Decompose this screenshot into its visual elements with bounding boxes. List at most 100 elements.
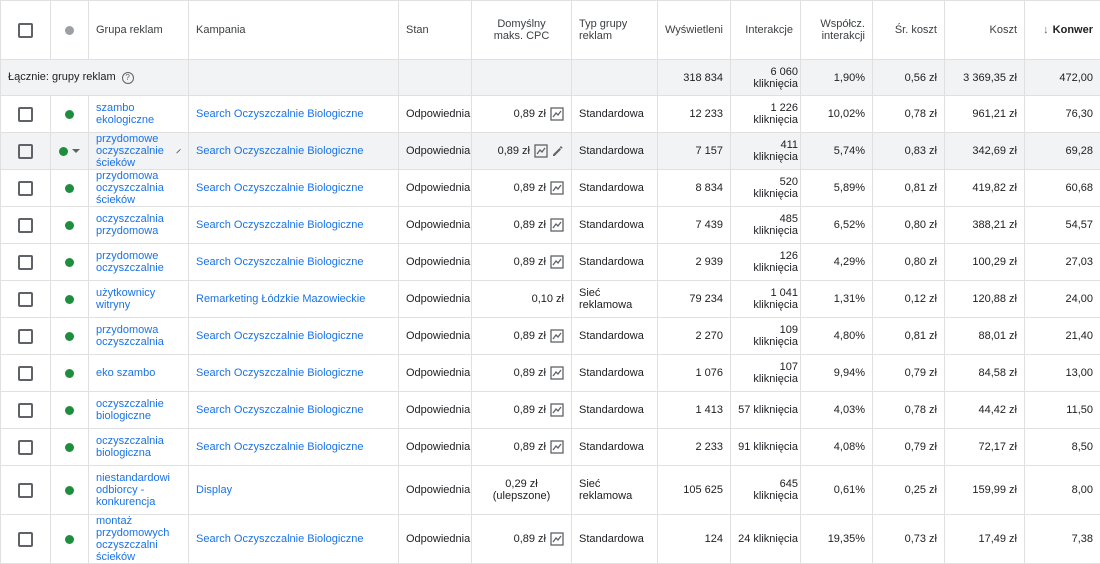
- status-enabled-icon[interactable]: [65, 295, 74, 304]
- bid-simulator-icon[interactable]: [550, 329, 564, 343]
- row-checkbox[interactable]: [18, 144, 33, 159]
- ad-group-link[interactable]: oczyszczalnie biologiczne: [96, 398, 181, 422]
- ad-group-link[interactable]: użytkownicy witryny: [96, 287, 181, 311]
- status-enabled-icon[interactable]: [65, 406, 74, 415]
- ad-group-link[interactable]: przydomowe oczyszczalnie: [96, 250, 181, 274]
- row-checkbox[interactable]: [18, 218, 33, 233]
- campaign-link[interactable]: Search Oczyszczalnie Biologiczne: [196, 219, 364, 231]
- row-checkbox[interactable]: [18, 403, 33, 418]
- row-select-cell[interactable]: [1, 96, 51, 133]
- status-enabled-icon[interactable]: [65, 221, 74, 230]
- col-conversions[interactable]: ↓Konwer: [1025, 1, 1100, 60]
- bid-simulator-icon[interactable]: [550, 218, 564, 232]
- row-select-cell[interactable]: [1, 170, 51, 207]
- campaign-link[interactable]: Search Oczyszczalnie Biologiczne: [196, 330, 364, 342]
- ad-group-link[interactable]: niestandardowi odbiorcy - konkurencja: [96, 472, 181, 508]
- status-enabled-icon[interactable]: [65, 486, 74, 495]
- row-select-cell[interactable]: [1, 392, 51, 429]
- status-enabled-icon[interactable]: [65, 332, 74, 341]
- col-campaign[interactable]: Kampania: [189, 1, 399, 60]
- max-cpc-cell[interactable]: 0,89 zł: [472, 207, 572, 244]
- max-cpc-cell[interactable]: 0,89 zł: [472, 133, 572, 170]
- row-status-cell[interactable]: [51, 515, 89, 564]
- row-select-cell[interactable]: [1, 244, 51, 281]
- status-enabled-icon[interactable]: [65, 184, 74, 193]
- status-enabled-icon[interactable]: [65, 110, 74, 119]
- row-status-cell[interactable]: [51, 96, 89, 133]
- table-row[interactable]: oczyszczalnie biologiczne Search Oczyszc…: [1, 392, 1100, 429]
- status-enabled-icon[interactable]: [65, 443, 74, 452]
- max-cpc-cell[interactable]: 0,89 zł: [472, 170, 572, 207]
- ad-group-link[interactable]: eko szambo: [96, 367, 155, 379]
- campaign-link[interactable]: Search Oczyszczalnie Biologiczne: [196, 441, 364, 453]
- row-status-cell[interactable]: [51, 281, 89, 318]
- row-checkbox[interactable]: [18, 532, 33, 547]
- row-checkbox[interactable]: [18, 181, 33, 196]
- campaign-link[interactable]: Display: [196, 484, 232, 496]
- campaign-link[interactable]: Search Oczyszczalnie Biologiczne: [196, 108, 364, 120]
- row-checkbox[interactable]: [18, 483, 33, 498]
- row-checkbox[interactable]: [18, 107, 33, 122]
- max-cpc-cell[interactable]: 0,89 zł: [472, 515, 572, 564]
- max-cpc-cell[interactable]: 0,29 zł (ulepszone): [472, 466, 572, 515]
- table-row[interactable]: niestandardowi odbiorcy - konkurencja Di…: [1, 466, 1100, 515]
- edit-pencil-icon[interactable]: [176, 145, 181, 157]
- col-impressions[interactable]: Wyświetleni: [658, 1, 731, 60]
- col-interaction-rate[interactable]: Współcz. interakcji: [801, 1, 873, 60]
- table-row[interactable]: eko szambo Search Oczyszczalnie Biologic…: [1, 355, 1100, 392]
- table-row[interactable]: przydomowe oczyszczalnie Search Oczyszcz…: [1, 244, 1100, 281]
- ad-group-link[interactable]: montaż przydomowych oczyszczalni ścieków: [96, 515, 181, 563]
- campaign-link[interactable]: Search Oczyszczalnie Biologiczne: [196, 256, 364, 268]
- row-status-cell[interactable]: [51, 429, 89, 466]
- bid-simulator-icon[interactable]: [550, 532, 564, 546]
- max-cpc-cell[interactable]: 0,89 zł: [472, 355, 572, 392]
- ad-group-link[interactable]: przydomowa oczyszczalnia ścieków: [96, 170, 181, 206]
- ad-group-link[interactable]: przydomowe oczyszczalnie ścieków: [96, 133, 176, 169]
- table-row[interactable]: oczyszczalnia biologiczna Search Oczyszc…: [1, 429, 1100, 466]
- row-status-cell[interactable]: [51, 318, 89, 355]
- max-cpc-cell[interactable]: 0,89 zł: [472, 429, 572, 466]
- select-all-checkbox[interactable]: [18, 23, 33, 38]
- max-cpc-cell[interactable]: 0,10 zł: [472, 281, 572, 318]
- row-status-cell[interactable]: [51, 133, 89, 170]
- row-checkbox[interactable]: [18, 255, 33, 270]
- row-status-cell[interactable]: [51, 392, 89, 429]
- row-select-cell[interactable]: [1, 515, 51, 564]
- bid-simulator-icon[interactable]: [550, 255, 564, 269]
- ad-group-link[interactable]: oczyszczalnia przydomowa: [96, 213, 181, 237]
- col-avg-cost[interactable]: Śr. koszt: [873, 1, 945, 60]
- table-row[interactable]: przydomowa oczyszczalnia ścieków Search …: [1, 170, 1100, 207]
- campaign-link[interactable]: Search Oczyszczalnie Biologiczne: [196, 367, 364, 379]
- ad-group-link[interactable]: oczyszczalnia biologiczna: [96, 435, 181, 459]
- table-row[interactable]: użytkownicy witryny Remarketing Łódzkie …: [1, 281, 1100, 318]
- col-status[interactable]: Stan: [399, 1, 472, 60]
- campaign-link[interactable]: Search Oczyszczalnie Biologiczne: [196, 404, 364, 416]
- row-status-cell[interactable]: [51, 170, 89, 207]
- bid-simulator-icon[interactable]: [550, 403, 564, 417]
- campaign-link[interactable]: Remarketing Łódzkie Mazowieckie: [196, 293, 365, 305]
- campaign-link[interactable]: Search Oczyszczalnie Biologiczne: [196, 533, 364, 545]
- chevron-down-icon[interactable]: [72, 149, 80, 153]
- select-all-cell[interactable]: [1, 1, 51, 60]
- status-enabled-icon[interactable]: [65, 535, 74, 544]
- col-type[interactable]: Typ grupy reklam: [572, 1, 658, 60]
- edit-cpc-pencil-icon[interactable]: [552, 145, 564, 157]
- max-cpc-cell[interactable]: 0,89 zł: [472, 244, 572, 281]
- campaign-link[interactable]: Search Oczyszczalnie Biologiczne: [196, 145, 364, 157]
- row-select-cell[interactable]: [1, 429, 51, 466]
- table-row[interactable]: przydomowe oczyszczalnie ścieków Search …: [1, 133, 1100, 170]
- table-row[interactable]: oczyszczalnia przydomowa Search Oczyszcz…: [1, 207, 1100, 244]
- bid-simulator-icon[interactable]: [550, 366, 564, 380]
- col-cost[interactable]: Koszt: [945, 1, 1025, 60]
- row-select-cell[interactable]: [1, 466, 51, 515]
- table-row[interactable]: przydomowa oczyszczalnia Search Oczyszcz…: [1, 318, 1100, 355]
- col-interactions[interactable]: Interakcje: [731, 1, 801, 60]
- row-status-cell[interactable]: [51, 207, 89, 244]
- campaign-link[interactable]: Search Oczyszczalnie Biologiczne: [196, 182, 364, 194]
- table-row[interactable]: montaż przydomowych oczyszczalni ścieków…: [1, 515, 1100, 564]
- status-enabled-icon[interactable]: [65, 369, 74, 378]
- row-status-cell[interactable]: [51, 355, 89, 392]
- row-checkbox[interactable]: [18, 329, 33, 344]
- table-row[interactable]: szambo ekologiczne Search Oczyszczalnie …: [1, 96, 1100, 133]
- help-icon[interactable]: ?: [122, 72, 134, 84]
